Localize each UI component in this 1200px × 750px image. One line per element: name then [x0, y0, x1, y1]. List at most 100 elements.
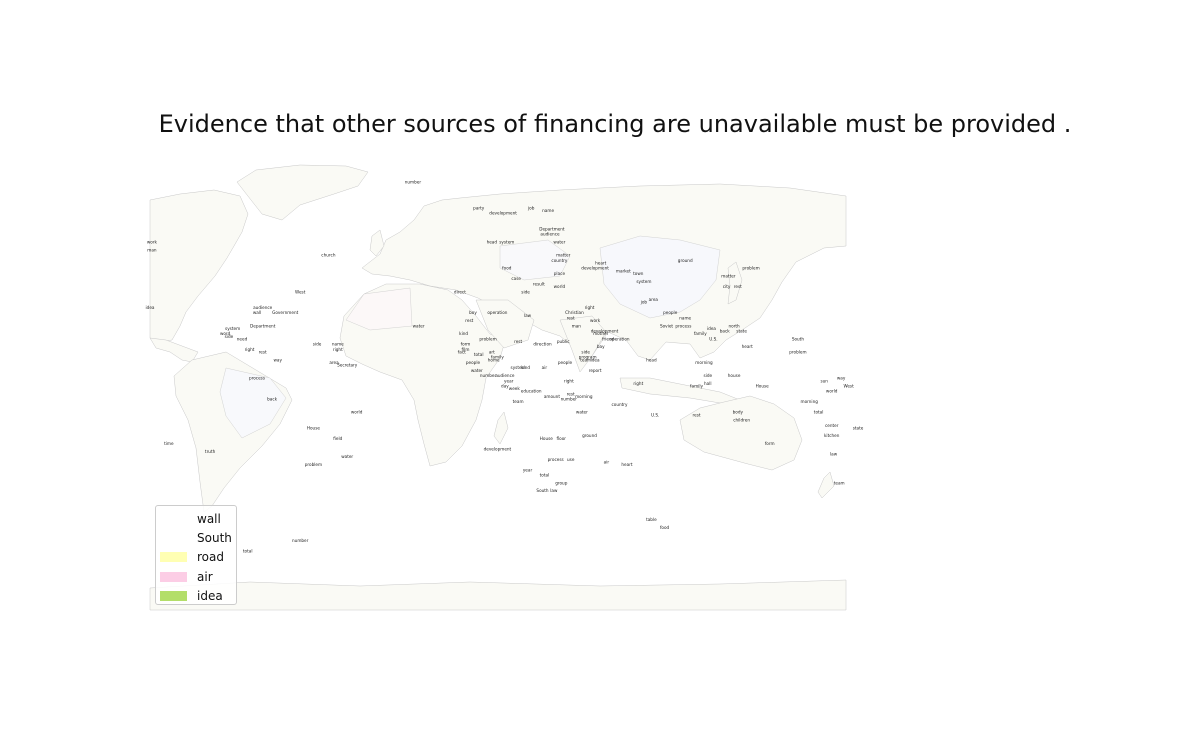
place-label: water [576, 410, 588, 415]
place-label: name [332, 342, 344, 347]
place-label: total [814, 410, 824, 415]
place-label: number [292, 538, 309, 543]
place-label: day [501, 384, 509, 389]
place-label: people [558, 360, 573, 365]
place-label: number [480, 373, 497, 378]
place-label: food [660, 525, 670, 530]
region-tint-kazakh [499, 239, 571, 281]
place-label: way [837, 376, 846, 381]
place-label: country [611, 402, 628, 407]
madagascar-landmass [493, 411, 509, 445]
place-label: family [491, 355, 504, 360]
place-label: kitchen [824, 433, 840, 438]
place-label: problem [305, 462, 322, 467]
place-label: morning [695, 360, 713, 365]
place-label: total [243, 548, 253, 553]
place-label: kind [521, 365, 530, 370]
place-label: team [834, 480, 845, 485]
place-label: sun [820, 378, 828, 383]
place-label: report [589, 368, 602, 373]
place-label: state [736, 329, 747, 334]
place-label: idea [707, 326, 716, 331]
legend-label: wall [197, 511, 221, 526]
place-label: law [830, 452, 838, 457]
place-label: ground [582, 433, 597, 438]
place-label: body [733, 410, 744, 415]
place-label: South [792, 336, 805, 341]
place-label: right [245, 347, 255, 352]
place-label: rest [734, 284, 742, 289]
place-label: number [405, 179, 422, 184]
place-label: heart [742, 344, 754, 349]
australia-landmass [679, 395, 803, 471]
place-label: heart [621, 462, 633, 467]
place-label: need [237, 336, 248, 341]
place-label: church [321, 253, 336, 258]
place-label: family [690, 384, 703, 389]
place-label: water [413, 323, 425, 328]
place-label: South [536, 488, 549, 493]
legend-label: idea [197, 589, 223, 604]
africa-landmass [339, 283, 507, 467]
antarctica-landmass [149, 579, 847, 611]
place-label: education [521, 389, 542, 394]
place-label: work [590, 318, 601, 323]
place-label: man [572, 323, 582, 328]
place-label: rest [567, 315, 575, 320]
place-label: people [663, 310, 678, 315]
place-label: U.S. [709, 336, 717, 341]
place-label: Department [539, 226, 565, 231]
place-label: field [333, 436, 342, 441]
place-label: way [273, 357, 282, 362]
place-label: Soviet [660, 323, 673, 328]
place-label: development [591, 329, 619, 334]
place-label: center [825, 423, 839, 428]
place-label: House [540, 436, 554, 441]
place-label: city [723, 284, 731, 289]
place-label: bay [597, 344, 605, 349]
place-label: problem [789, 350, 806, 355]
place-label: result [533, 281, 545, 286]
place-label: year [504, 378, 514, 383]
legend-item: wall [156, 509, 236, 528]
place-label: process [675, 323, 691, 328]
place-label: world [826, 389, 838, 394]
map-title: Evidence that other sources of financing… [158, 110, 1072, 138]
place-label: House [307, 425, 321, 430]
place-label: market [616, 268, 631, 273]
place-label: right [585, 305, 595, 310]
place-label: team [580, 357, 591, 362]
greenland-landmass [236, 164, 369, 221]
legend-item: road [156, 548, 236, 567]
place-label: matter [556, 253, 571, 258]
legend-swatch [160, 571, 187, 582]
place-label: rest [514, 339, 522, 344]
place-label: back [720, 329, 731, 334]
legend-item: air [156, 567, 236, 586]
place-label: group [555, 480, 568, 485]
place-label: direct [454, 289, 466, 294]
legend-item: idea [156, 587, 236, 606]
place-label: job [527, 206, 535, 211]
place-label: fact [458, 350, 466, 355]
place-label: number [561, 397, 578, 402]
place-label: week [509, 386, 521, 391]
place-label: ground [678, 258, 693, 263]
place-label: total [474, 352, 484, 357]
place-label: right [633, 381, 643, 386]
region-tint-north-africa [345, 287, 413, 331]
place-label: heart [595, 261, 607, 266]
place-label: children [733, 418, 750, 423]
place-label: side [704, 373, 713, 378]
place-label: mother [593, 331, 609, 336]
place-label: program [579, 355, 597, 360]
place-label: side [521, 289, 530, 294]
place-label: House [756, 384, 770, 389]
arabia-landmass [475, 299, 535, 349]
place-label: state [853, 425, 864, 430]
place-label: north [728, 323, 740, 328]
place-label: rest [567, 391, 575, 396]
legend-label: South [197, 531, 232, 546]
place-label: West [843, 384, 854, 389]
